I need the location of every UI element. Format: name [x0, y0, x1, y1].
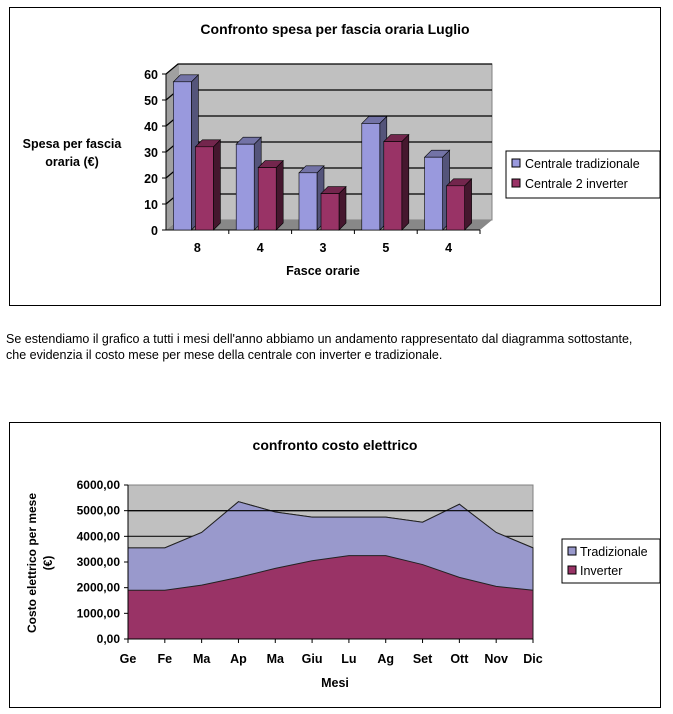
x-tick-label: 4	[445, 241, 452, 255]
x-tick-label: 3	[320, 241, 327, 255]
x-tick-label: Ma	[267, 652, 285, 666]
x-tick-label: 5	[382, 241, 389, 255]
bar-tradizionale	[173, 81, 192, 231]
area-chart-frame: confronto costo elettrico 0,00 1000,00 2000…	[9, 422, 661, 708]
y-axis-label-line1: Spesa per fascia	[23, 137, 123, 151]
bar-chart: Confronto spesa per fascia oraria Luglio…	[23, 21, 661, 278]
legend-swatch	[511, 158, 521, 168]
bar-inverter	[257, 167, 277, 231]
x-tick-label: Nov	[484, 652, 508, 666]
x-tick-label: Ott	[450, 652, 469, 666]
area-inverter-fill	[127, 555, 534, 640]
bar-side	[213, 139, 221, 231]
y-axis-label-line1: Costo elettrico per mese	[25, 493, 39, 633]
y-axis-label-line2: (€)	[41, 556, 55, 571]
x-tick-label: Dic	[523, 652, 543, 666]
bar-tradizionale	[235, 143, 255, 231]
bar-inverter	[383, 141, 403, 231]
x-tick-label: Fe	[158, 652, 173, 666]
x-tick-label: Ap	[230, 652, 247, 666]
bar-tradizionale	[361, 123, 381, 231]
gridline	[165, 63, 492, 75]
x-tick-label: Ma	[193, 652, 211, 666]
chart-title: Confronto spesa per fascia oraria Luglio	[200, 21, 469, 37]
y-tick-label: 60	[144, 68, 158, 82]
y-tick-label: 5000,00	[77, 504, 121, 518]
bar-tradizionale	[298, 172, 318, 231]
legend-box	[561, 538, 661, 584]
x-tick-label: Lu	[341, 652, 356, 666]
legend-box	[505, 150, 661, 199]
legend-label: Tradizionale	[580, 545, 648, 559]
bar-inverter	[195, 146, 214, 231]
y-tick-label: 0,00	[97, 632, 121, 646]
y-tick-label: 6000,00	[77, 478, 121, 492]
y-tick-label: 20	[144, 172, 158, 186]
bar-inverter	[320, 193, 340, 231]
legend-label: Inverter	[580, 564, 622, 578]
bar-side	[338, 185, 347, 231]
chart-title: confronto costo elettrico	[253, 437, 418, 453]
legend-label: Centrale 2 inverter	[525, 177, 628, 191]
x-tick-label: 8	[194, 241, 201, 255]
bar-tradizionale	[424, 156, 443, 231]
area-chart: confronto costo elettrico 0,00 1000,00 2000…	[25, 437, 661, 690]
y-tick-label: 30	[144, 146, 158, 160]
y-tick-label: 0	[151, 224, 158, 238]
x-axis-label: Mesi	[321, 676, 349, 690]
y-tick-label: 4000,00	[77, 529, 121, 543]
y-tick-label: 40	[144, 120, 158, 134]
x-tick-label: Set	[413, 652, 433, 666]
bar-side	[464, 178, 472, 231]
bar-inverter	[446, 185, 465, 231]
y-tick-label: 50	[144, 94, 158, 108]
legend-label: Centrale tradizionale	[525, 157, 640, 171]
bar-chart-frame: Confronto spesa per fascia oraria Luglio…	[9, 7, 661, 306]
x-tick-label: Giu	[302, 652, 323, 666]
bar-side	[401, 133, 410, 231]
x-tick-label: 4	[257, 241, 264, 255]
bar-side	[275, 159, 284, 231]
x-axis-label: Fasce orarie	[286, 264, 360, 278]
x-tick-label: Ge	[120, 652, 137, 666]
legend-swatch	[567, 546, 577, 556]
body-paragraph: Se estendiamo il grafico a tutti i mesi …	[6, 332, 633, 362]
x-tick-label: Ag	[377, 652, 394, 666]
y-axis-label-line2: oraria (€)	[45, 155, 99, 169]
legend-swatch	[567, 565, 577, 575]
y-tick-label: 3000,00	[77, 555, 121, 569]
legend-swatch	[511, 178, 521, 188]
y-tick-label: 1000,00	[77, 606, 121, 620]
y-tick-label: 2000,00	[77, 581, 121, 595]
y-tick-label: 10	[144, 198, 158, 212]
